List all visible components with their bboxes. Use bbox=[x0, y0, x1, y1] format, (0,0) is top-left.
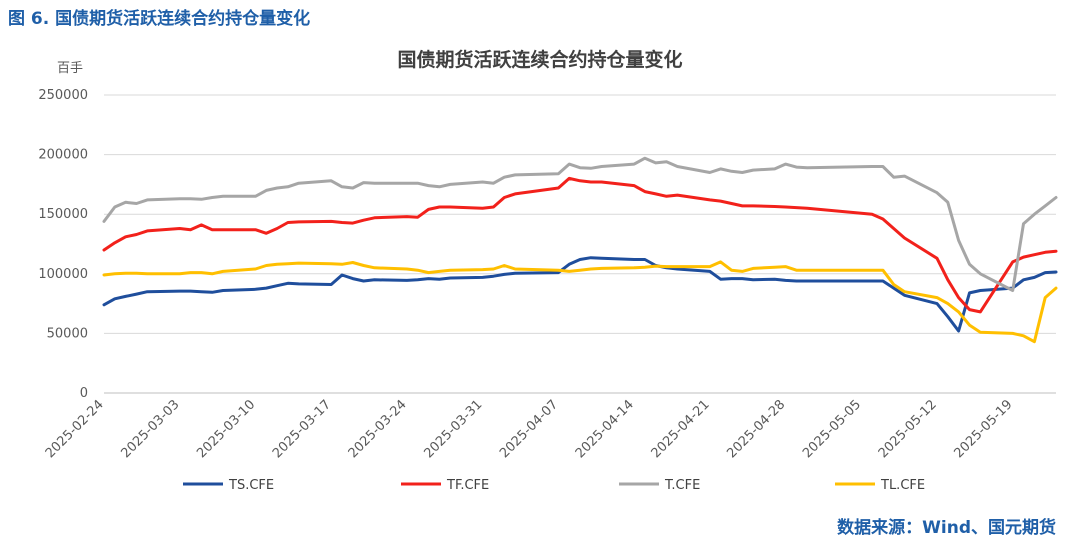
series-line bbox=[102, 256, 1058, 333]
legend-label: T.CFE bbox=[664, 478, 700, 493]
gridlines bbox=[104, 94, 1056, 394]
x-tick-label: 2025-03-17 bbox=[270, 397, 334, 461]
legend-label: TL.CFE bbox=[880, 478, 925, 493]
x-tick-label: 2025-03-24 bbox=[346, 397, 410, 461]
y-tick-label: 150000 bbox=[38, 207, 88, 222]
series-line bbox=[102, 176, 1058, 314]
x-tick-label: 2025-04-14 bbox=[573, 397, 637, 461]
x-tick-label: 2025-03-03 bbox=[119, 397, 183, 461]
series-line bbox=[102, 156, 1058, 292]
x-tick-label: 2025-04-21 bbox=[649, 397, 713, 461]
y-tick-label: 50000 bbox=[47, 326, 88, 341]
y-tick-label: 100000 bbox=[38, 267, 88, 282]
x-tick-label: 2025-03-10 bbox=[194, 397, 258, 461]
x-tick-label: 2025-04-28 bbox=[724, 397, 788, 461]
x-tick-label: 2025-02-24 bbox=[43, 397, 107, 461]
y-tick-label: 0 bbox=[80, 386, 88, 401]
series-line bbox=[102, 260, 1058, 344]
figure-caption: 图 6. 国债期货活跃连续合约持仓量变化 bbox=[8, 9, 311, 29]
x-tick-label: 2025-05-19 bbox=[952, 397, 1016, 461]
x-tick-label: 2025-05-05 bbox=[800, 397, 864, 461]
legend-label: TS.CFE bbox=[228, 478, 274, 493]
legend-label: TF.CFE bbox=[446, 478, 489, 493]
y-tick-label: 200000 bbox=[38, 148, 88, 163]
x-tick-label: 2025-04-07 bbox=[497, 397, 561, 461]
x-tick-label: 2025-03-31 bbox=[421, 397, 485, 461]
x-axis-ticks: 2025-02-24 2025-03-03 2025-03-10 2025-03-17… bbox=[43, 397, 1016, 461]
chart-title: 国债期货活跃连续合约持仓量变化 bbox=[397, 48, 682, 71]
series-lines bbox=[102, 156, 1058, 344]
source-note: 数据来源：Wind、国元期货 bbox=[837, 518, 1056, 538]
legend: TS.CFE TF.CFE T.CFE TL.CFE bbox=[183, 478, 925, 493]
y-tick-label: 250000 bbox=[38, 88, 88, 103]
y-axis-unit: 百手 bbox=[57, 61, 83, 76]
y-axis-ticks: 0 50000 100000 150000 200000 250000 bbox=[38, 88, 88, 401]
x-tick-label: 2025-05-12 bbox=[876, 397, 940, 461]
